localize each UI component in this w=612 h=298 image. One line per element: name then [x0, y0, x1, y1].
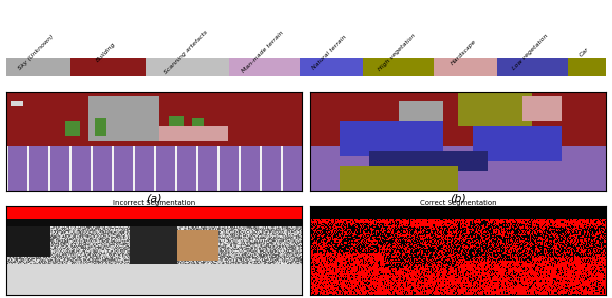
FancyBboxPatch shape [364, 58, 434, 76]
FancyBboxPatch shape [70, 58, 146, 76]
X-axis label: (a): (a) [146, 193, 162, 204]
Text: High vegetation: High vegetation [377, 33, 416, 72]
Text: Correct Segmentation: Correct Segmentation [420, 200, 496, 207]
FancyBboxPatch shape [498, 58, 567, 76]
Text: Incorrect Segmentation: Incorrect Segmentation [113, 200, 195, 207]
Text: Low vegetation: Low vegetation [512, 33, 550, 71]
FancyBboxPatch shape [146, 58, 230, 76]
FancyBboxPatch shape [6, 58, 70, 76]
FancyBboxPatch shape [434, 58, 498, 76]
Text: Scanning artefacts: Scanning artefacts [163, 30, 209, 75]
Text: Natural terrain: Natural terrain [312, 34, 348, 71]
Text: Car: Car [580, 47, 591, 58]
Text: Building: Building [95, 41, 118, 63]
Text: Sky (Unknown): Sky (Unknown) [18, 34, 55, 71]
FancyBboxPatch shape [300, 58, 364, 76]
FancyBboxPatch shape [230, 58, 300, 76]
Text: Hardscape: Hardscape [450, 39, 477, 66]
FancyBboxPatch shape [567, 58, 606, 76]
Text: Man-made terrain: Man-made terrain [241, 30, 285, 74]
X-axis label: (b): (b) [450, 193, 466, 204]
